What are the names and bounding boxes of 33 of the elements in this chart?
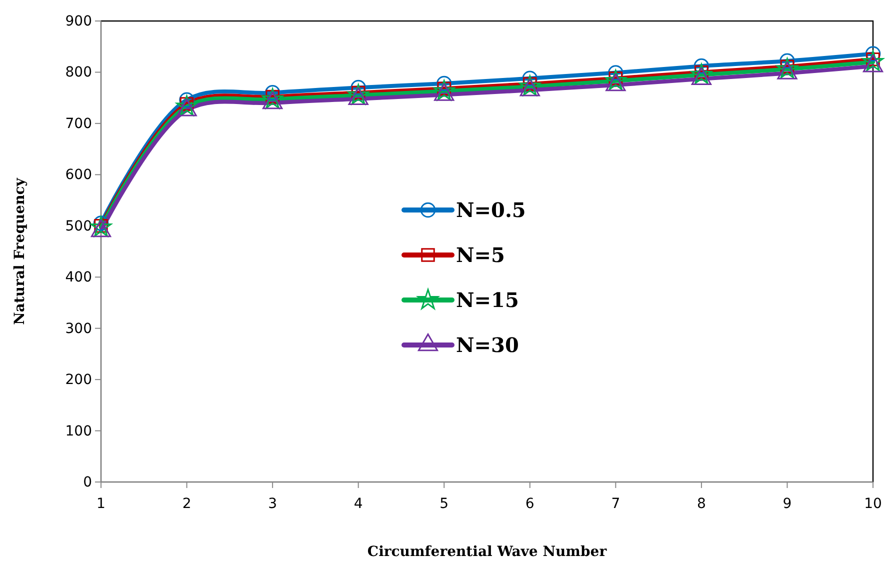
y-tick-label: 800	[65, 64, 92, 81]
y-tick-label: 300	[65, 320, 92, 337]
point	[776, 58, 798, 78]
x-tick-label: 6	[525, 496, 534, 512]
legend-label: N=30	[456, 333, 519, 357]
x-tick-label: 5	[440, 496, 449, 512]
x-tick-label: 4	[354, 496, 363, 512]
legend-label: N=15	[456, 288, 519, 312]
point	[90, 216, 112, 237]
y-axis-title: Natural Frequency	[12, 177, 28, 325]
x-tick-label: 8	[696, 496, 706, 512]
point	[605, 70, 626, 90]
y-tick-label: 400	[65, 270, 92, 286]
y-tick-label: 500	[65, 218, 92, 234]
x-tick-label: 10	[864, 496, 882, 512]
x-tick-label: 2	[182, 496, 192, 512]
point	[519, 75, 540, 96]
y-tick-label: 200	[65, 372, 92, 388]
legend-label: N=5	[456, 243, 505, 267]
y-tick-label: 900	[65, 13, 92, 30]
x-tick-label: 3	[268, 496, 278, 512]
x-tick-label: 9	[782, 496, 792, 512]
x-axis-title: Circumferential Wave Number	[367, 544, 608, 560]
y-tick-label: 700	[65, 116, 92, 132]
x-tick-label: 1	[96, 496, 106, 512]
y-tick-label: 0	[83, 474, 92, 490]
point	[690, 64, 712, 84]
y-tick-label: 600	[65, 167, 92, 184]
point	[862, 50, 884, 72]
x-tick-label: 7	[611, 496, 620, 512]
point	[176, 95, 198, 116]
legend-label: N=0.5	[456, 198, 526, 222]
y-tick-label: 100	[65, 423, 92, 440]
